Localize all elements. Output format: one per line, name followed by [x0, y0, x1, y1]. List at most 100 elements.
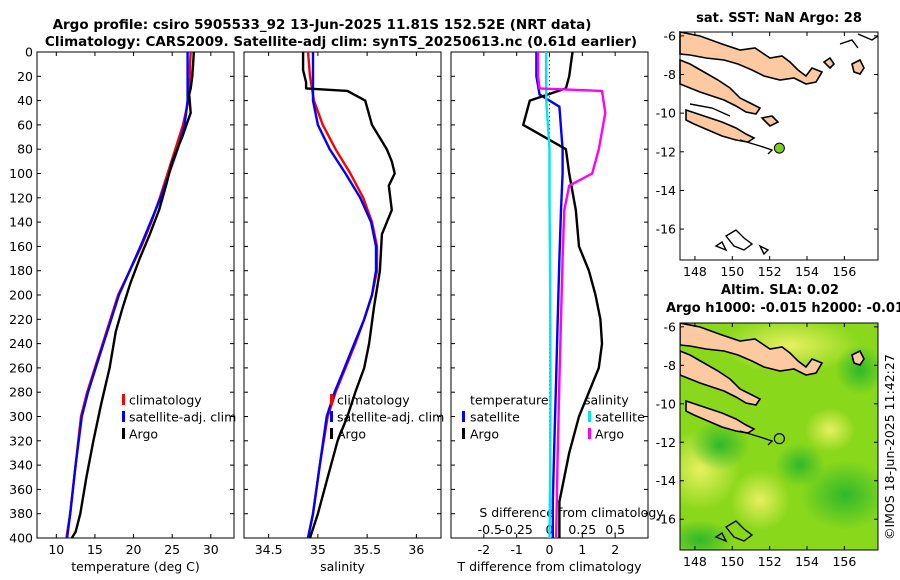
- sst-land: [679, 31, 865, 143]
- difference-xtick-label: -1: [510, 542, 522, 557]
- salinity-xtick-label: 35.5: [353, 542, 381, 557]
- salinity-legend-label: satellite-adj. clim: [337, 410, 444, 425]
- temperature-xtick-label: 25: [164, 542, 180, 557]
- difference-panel: -2 -1 0 1 2 T difference from climatology S di…: [450, 51, 664, 574]
- legend-swatch: [588, 411, 591, 422]
- sla-map-lon-label: 156: [832, 554, 856, 569]
- difference-xtick-label: 1: [578, 542, 586, 557]
- temperature-legend-swatch: [122, 428, 125, 439]
- depth-tick-label: 340: [9, 458, 33, 473]
- depth-tick-label: 140: [9, 215, 33, 230]
- temperature-xtick-label: 10: [48, 542, 64, 557]
- depth-tick-label: 400: [9, 531, 33, 546]
- sst-map-lat-label: -10: [656, 106, 676, 121]
- sla-map-title-line2: Argo h1000: -0.015 h2000: -0.01: [666, 301, 900, 316]
- legend-label: satellite: [470, 410, 520, 425]
- sla-map-lat-label: -14: [656, 473, 676, 488]
- depth-tick-label: 360: [9, 482, 33, 497]
- sla-map-title-line1: Altim. SLA: 0.02: [721, 283, 839, 298]
- salinity-difference-label: S difference from climatology: [479, 505, 664, 520]
- sst-map-lat-label: -14: [656, 183, 676, 198]
- difference-line-temperature-satellite: [535, 52, 564, 538]
- temperature-line-argo: [70, 51, 195, 539]
- sst-map-lat-label: -16: [656, 222, 676, 237]
- difference-xtick-label: 0: [546, 542, 554, 557]
- sst-map-lat-label: -12: [656, 144, 676, 159]
- sst-map-title: sat. SST: NaN Argo: 28: [696, 11, 862, 26]
- temperature-legend-label: Argo: [129, 427, 158, 442]
- salinity-diff-tick-label: 0.25: [568, 522, 596, 537]
- temperature-legend-label: satellite-adj. clim: [129, 410, 236, 425]
- sla-map-lat-label: -10: [656, 396, 676, 411]
- sst-map-lon-label: 148: [683, 264, 707, 279]
- legend-label: Argo: [595, 427, 624, 442]
- temperature-legend-swatch: [122, 394, 125, 405]
- salinity-line-argo: [301, 52, 396, 539]
- sla-map: 148 150 152 154 156 -6 -8 -10 -12 -14 -16: [656, 319, 879, 569]
- legend-swatch: [462, 428, 465, 439]
- legend-temperature-title: temperature: [470, 393, 549, 408]
- figure-title-line2: Climatology: CARS2009. Satellite-adj cli…: [45, 34, 637, 50]
- temperature-legend-swatch: [122, 411, 125, 422]
- sla-map-lon-label: 148: [683, 554, 707, 569]
- legend-label: satellite: [595, 410, 645, 425]
- depth-tick-label: 40: [17, 93, 33, 108]
- depth-tick-label: 320: [9, 433, 33, 448]
- sla-map-lat-label: -8: [664, 358, 677, 373]
- difference-xtick-label: -2: [478, 542, 490, 557]
- sst-map-lon-label: 154: [795, 264, 819, 279]
- sst-map-lat-label: -8: [664, 67, 677, 82]
- depth-tick-label: 60: [17, 117, 33, 132]
- temperature-xtick-label: 20: [126, 542, 142, 557]
- depth-tick-label: 180: [9, 263, 33, 278]
- salinity-xtick-label: 36: [408, 542, 424, 557]
- temperature-xtick-label: 15: [87, 542, 103, 557]
- sla-argo-marker: [773, 433, 785, 445]
- salinity-legend-swatch: [330, 428, 333, 439]
- imos-watermark: ©IMOS 18-Jun-2025 11:42:27: [882, 354, 897, 540]
- sst-coast-islands: [689, 33, 879, 256]
- sla-map-lat-label: -16: [656, 512, 676, 527]
- sst-map-lon-label: 152: [758, 264, 782, 279]
- salinity-legend-swatch: [330, 394, 333, 405]
- sst-map-lon-label: 156: [832, 264, 856, 279]
- sst-map: 148 150 152 154 156 -6 -8 -10 -12 -14 -16: [656, 28, 879, 279]
- legend-swatch: [588, 428, 591, 439]
- salinity-diff-tick-label: 0.5: [605, 522, 625, 537]
- depth-tick-label: 220: [9, 312, 33, 327]
- depth-tick-label: 240: [9, 336, 33, 351]
- sst-argo-marker: [773, 142, 785, 154]
- depth-tick-label: 260: [9, 360, 33, 375]
- salinity-xtick-label: 34.5: [255, 542, 283, 557]
- salinity-legend-label: climatology: [337, 393, 410, 408]
- temperature-xtick-label: 30: [203, 542, 219, 557]
- salinity-legend-label: Argo: [337, 427, 366, 442]
- depth-tick-label: 280: [9, 385, 33, 400]
- sla-map-lon-label: 154: [795, 554, 819, 569]
- temperature-line-satellite-adj-clim: [65, 52, 189, 539]
- depth-tick-label: 200: [9, 288, 33, 303]
- sla-map-lon-label: 150: [720, 554, 744, 569]
- depth-tick-label: 80: [17, 142, 33, 157]
- salinity-diff-tick-label: -0.25: [500, 522, 532, 537]
- difference-xtick-label: 2: [611, 542, 619, 557]
- difference-line-salinity-argo: [536, 52, 607, 539]
- sla-map-lon-label: 152: [758, 554, 782, 569]
- figure-title-line1: Argo profile: csiro 5905533_92 13-Jun-20…: [53, 17, 592, 33]
- depth-tick-label: 100: [9, 166, 33, 181]
- sla-coast-islands: [714, 430, 774, 543]
- depth-tick-label: 160: [9, 239, 33, 254]
- salinity-legend-swatch: [330, 411, 333, 422]
- temperature-panel: 0 20 40 60 80 100 120 140 160 180 200 220 240 260 280 3…: [9, 45, 236, 575]
- difference-xlabel: T difference from climatology: [456, 559, 642, 574]
- salinity-diff-tick-label: -0.5: [478, 522, 502, 537]
- salinity-xtick-label: 35: [310, 542, 326, 557]
- depth-tick-label: 380: [9, 506, 33, 521]
- sst-map-lat-label: -6: [664, 28, 677, 43]
- salinity-axes-frame: [243, 51, 442, 539]
- depth-tick-label: 300: [9, 409, 33, 424]
- difference-line-temperature-argo: [522, 51, 604, 538]
- depth-tick-label: 120: [9, 190, 33, 205]
- legend-label: Argo: [470, 427, 499, 442]
